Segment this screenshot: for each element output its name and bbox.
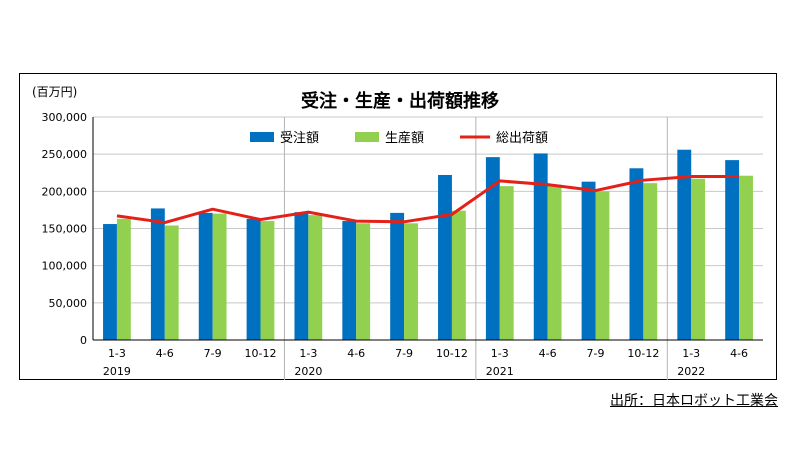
bar-production (643, 183, 658, 340)
x-tick-label: 1-3 (682, 347, 700, 360)
bar-production (404, 223, 418, 340)
legend: 受注額 生産額 総出荷額 (250, 130, 548, 146)
y-tick-label: 50,000 (49, 297, 88, 310)
bar-production (499, 186, 514, 340)
bar-orders (198, 212, 213, 340)
bar-production (691, 178, 706, 340)
bar-orders (677, 149, 692, 340)
chart-frame: (百万円) 受注・生産・出荷額推移 0 50,000 100,000 150,000 2… (19, 73, 777, 380)
x-tick-label: 10-12 (245, 347, 277, 360)
y-tick-label: 0 (80, 334, 87, 347)
chart-title: 受注・生産・出荷額推移 (301, 90, 499, 112)
legend-label: 生産額 (385, 130, 424, 146)
bar-production (260, 221, 275, 340)
x-tick-label: 4-6 (539, 347, 557, 360)
x-tick-label: 7-9 (204, 347, 222, 360)
x-tick-label: 1-3 (491, 347, 509, 360)
grid (93, 116, 763, 380)
bar-production (739, 175, 753, 340)
year-label: 2020 (294, 365, 322, 378)
bar-orders (533, 153, 548, 340)
bar-orders (725, 160, 740, 340)
y-tick-label: 250,000 (42, 148, 88, 161)
bar-orders (581, 181, 596, 340)
bar-orders (629, 168, 644, 340)
bar-orders (438, 174, 452, 340)
x-tick-label: 10-12 (627, 347, 659, 360)
legend-label: 総出荷額 (496, 131, 548, 146)
y-tick-label: 300,000 (42, 111, 88, 124)
bars (103, 149, 753, 340)
source-note: 出所：日本ロボット工業会 (610, 393, 778, 409)
bar-production (595, 191, 610, 340)
bar-orders (246, 218, 261, 340)
y-tick-label: 200,000 (42, 185, 88, 198)
line-series (116, 174, 740, 225)
bar-orders (390, 212, 405, 340)
y-unit-label: (百万円) (32, 85, 77, 99)
line-total-shipments (116, 174, 740, 225)
year-label: 2019 (103, 365, 131, 378)
bar-orders (103, 224, 117, 340)
x-tick-label: 1-3 (108, 347, 126, 360)
x-tick-label: 4-6 (156, 347, 174, 360)
bar-production (212, 213, 227, 340)
bar-orders (342, 221, 357, 340)
legend-swatch (355, 132, 379, 142)
bar-production (451, 210, 466, 340)
x-tick-label: 7-9 (587, 347, 605, 360)
legend-label: 受注額 (280, 131, 319, 146)
year-label: 2022 (677, 365, 705, 378)
bar-orders (150, 208, 165, 340)
x-tick-label: 4-6 (347, 347, 365, 360)
axes: 0 50,000 100,000 150,000 200,000 250,000 300,0… (42, 111, 763, 378)
bar-production (164, 225, 179, 340)
bar-production (356, 223, 371, 340)
y-tick-label: 150,000 (42, 223, 88, 236)
x-tick-label: 10-12 (436, 347, 468, 360)
bar-production (547, 184, 562, 340)
x-tick-label: 4-6 (730, 347, 748, 360)
bar-orders (294, 212, 309, 340)
bar-orders (485, 157, 500, 340)
year-label: 2021 (486, 365, 514, 378)
x-tick-label: 7-9 (395, 347, 413, 360)
y-tick-label: 100,000 (42, 260, 88, 273)
bar-production (308, 215, 323, 340)
chart-svg: (百万円) 受注・生産・出荷額推移 0 50,000 100,000 150,000 2… (32, 85, 763, 380)
x-tick-label: 1-3 (299, 347, 317, 360)
legend-swatch (250, 132, 274, 142)
bar-production (116, 218, 131, 340)
